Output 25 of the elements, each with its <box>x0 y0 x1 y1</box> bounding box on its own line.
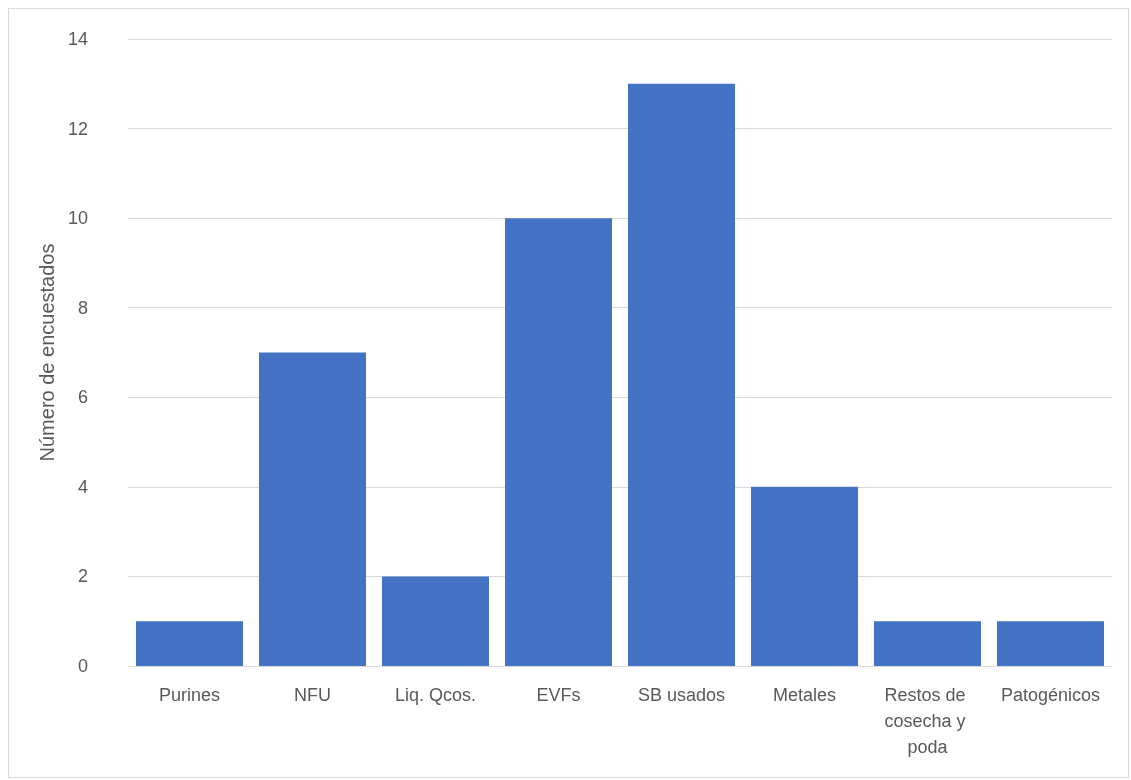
y-tick-label: 0 <box>77 656 88 676</box>
x-tick-label: Patogénicos <box>1000 685 1101 705</box>
x-tick-label: Liq. Qcos. <box>394 685 477 705</box>
x-tick-label: EVFs <box>536 685 581 705</box>
bar <box>136 621 244 666</box>
y-tick-label: 12 <box>67 118 88 139</box>
bar <box>382 576 490 666</box>
x-tick-label: SB usados <box>637 685 726 705</box>
bar <box>259 352 367 666</box>
y-tick-label: 2 <box>77 566 88 587</box>
y-tick-label: 6 <box>77 387 88 408</box>
x-tick-label: NFU <box>294 685 331 705</box>
bar <box>628 83 736 666</box>
x-tick-label: Metales <box>772 685 837 705</box>
y-tick-label: 10 <box>67 208 88 229</box>
y-tick-label: 4 <box>77 476 88 497</box>
y-tick-label: 8 <box>77 297 88 318</box>
bar <box>505 218 613 666</box>
y-tick-label: 14 <box>67 29 88 49</box>
y-axis-title: Número de encuestados <box>36 243 59 462</box>
bar <box>997 621 1105 666</box>
x-tick-label: Purines <box>158 685 221 705</box>
bar <box>874 621 982 666</box>
x-tick-label: Restos de cosecha y poda <box>884 685 971 757</box>
bar <box>751 486 859 666</box>
